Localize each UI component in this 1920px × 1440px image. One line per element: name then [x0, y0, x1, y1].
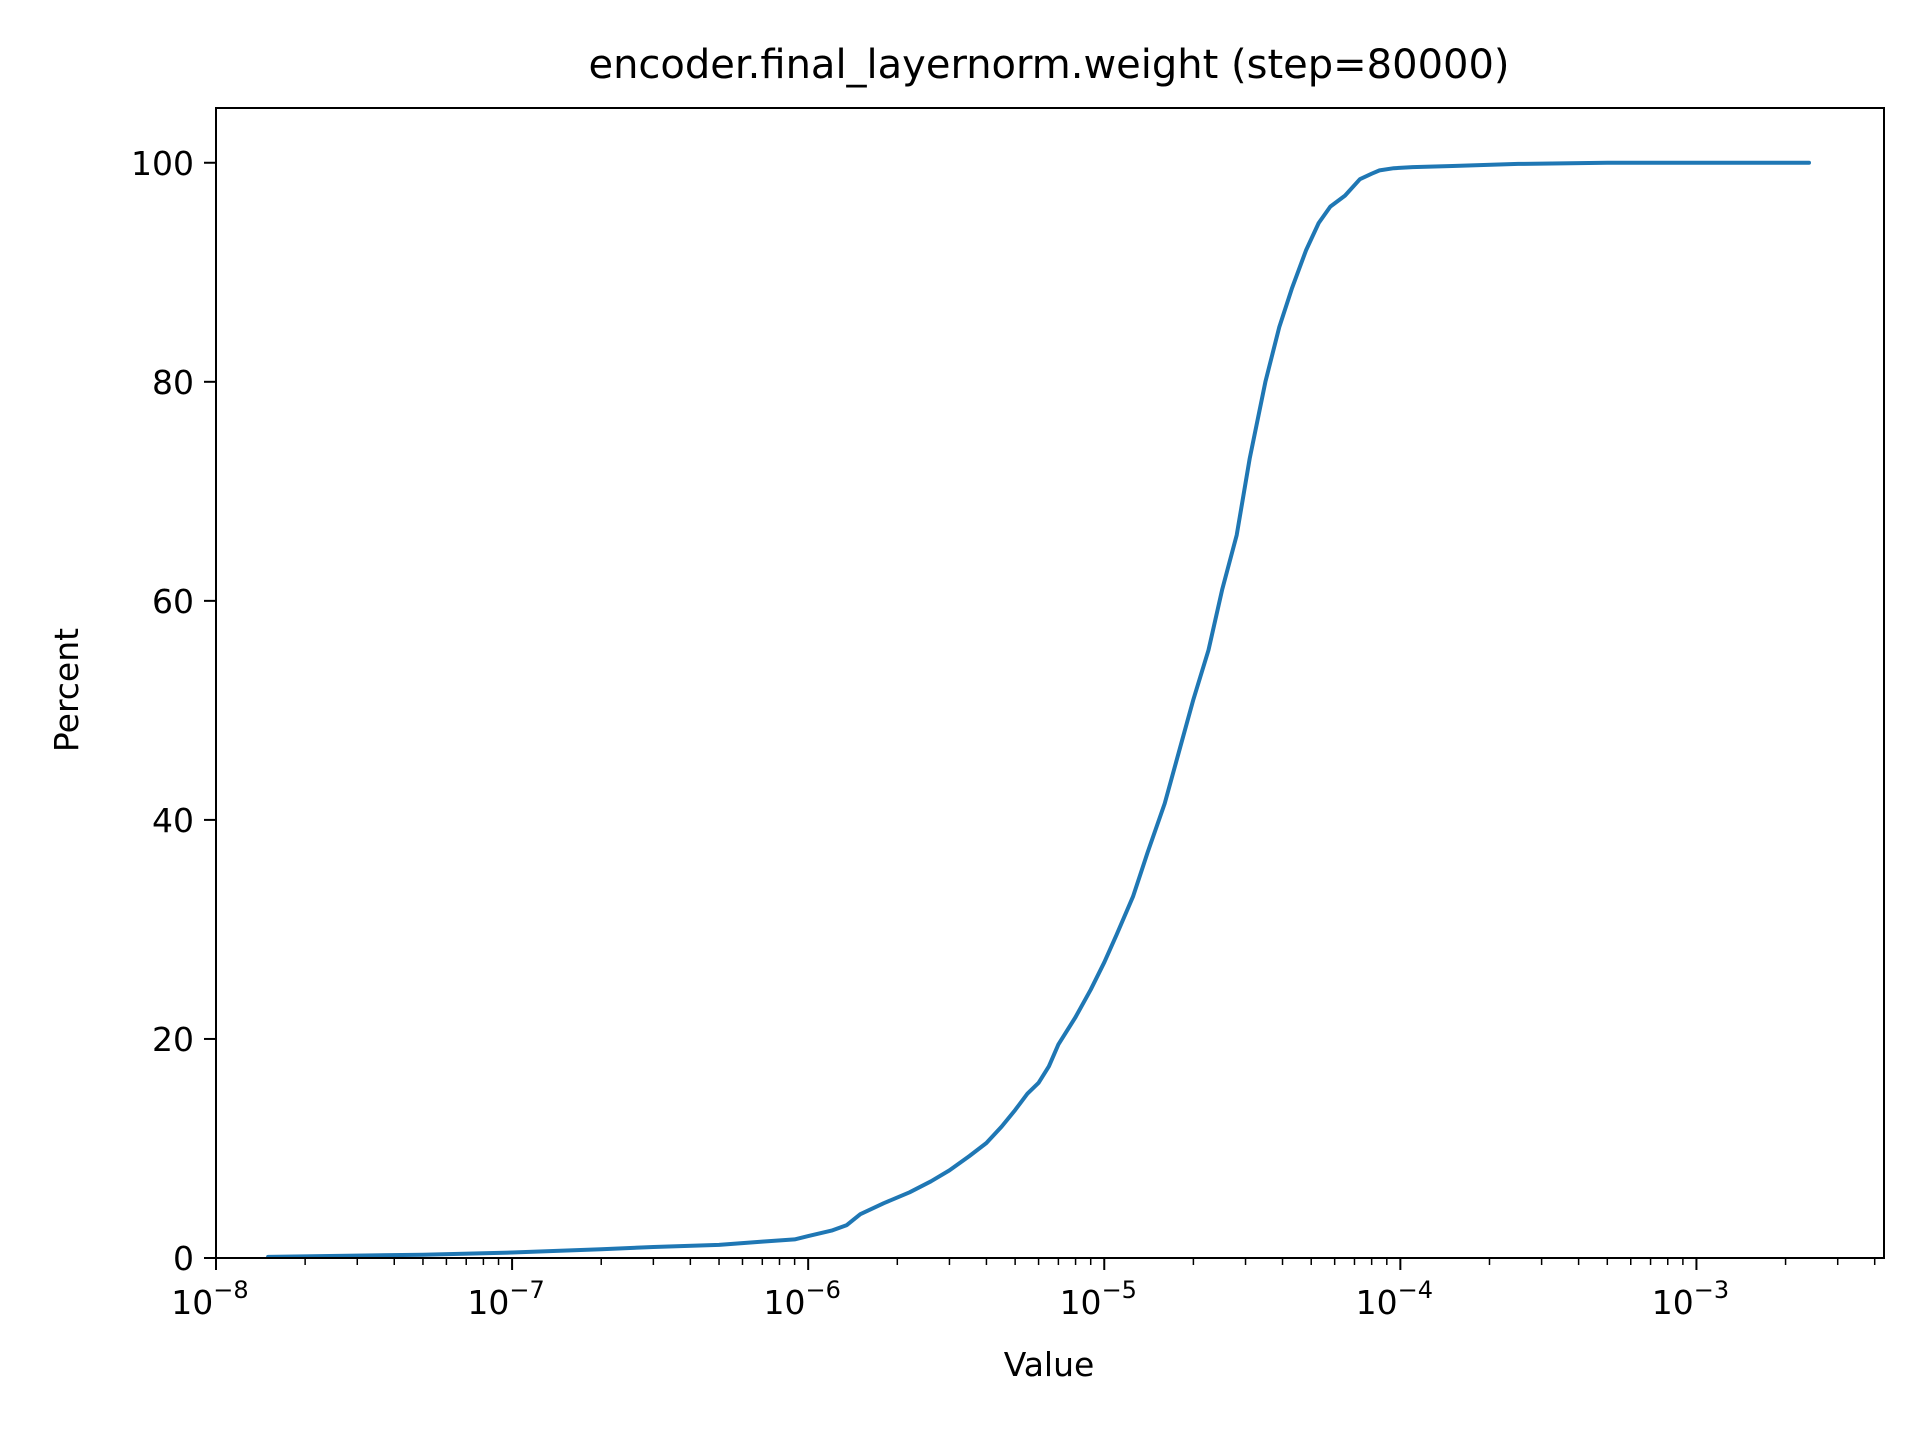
y-tick-label: 80: [152, 363, 194, 402]
x-tick-label: 10−4: [1356, 1276, 1433, 1322]
x-tick-label: 10−8: [171, 1276, 248, 1322]
y-tick-label: 60: [152, 582, 194, 621]
chart-title: encoder.final_layernorm.weight (step=800…: [588, 42, 1509, 88]
series-line-0: [266, 160, 1811, 1259]
y-axis: 0 20 40 60 80 100: [131, 144, 216, 1278]
y-tick-label: 20: [152, 1020, 194, 1059]
x-tick-label: 10−6: [763, 1276, 840, 1322]
axes-frame: [215, 107, 1885, 1259]
y-axis-label: Percent: [47, 628, 86, 752]
y-tick-label: 40: [152, 801, 194, 840]
x-tick-label: 10−3: [1652, 1276, 1729, 1322]
y-tick-label: 100: [131, 144, 194, 183]
x-axis-label: Value: [1004, 1345, 1095, 1384]
x-tick-label: 10−7: [467, 1276, 544, 1322]
plot-area: [266, 160, 1811, 1259]
x-axis: 10−8 10−7 10−6 10−5 10−4 10−3: [171, 1258, 1876, 1322]
x-tick-label: 10−5: [1060, 1276, 1137, 1322]
y-tick-label: 0: [173, 1239, 194, 1278]
